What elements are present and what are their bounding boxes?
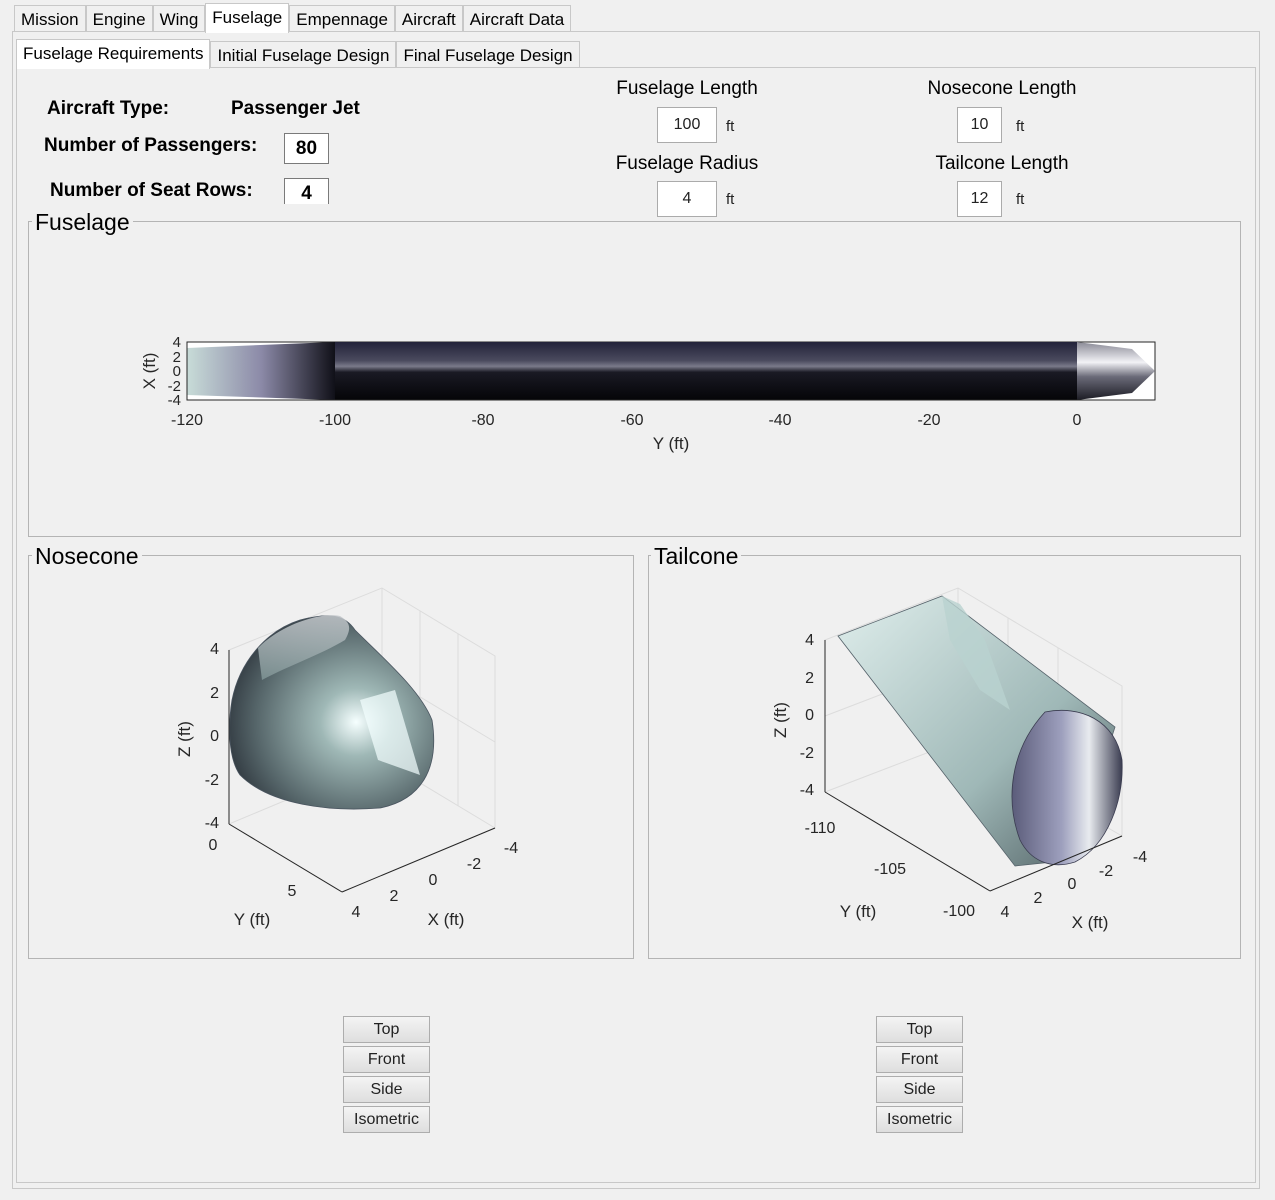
fuselage-length-unit: ft [726, 118, 735, 135]
tab-aircraft[interactable]: Aircraft [394, 5, 463, 31]
fuselage-panel-title: Fuselage [32, 209, 133, 235]
tailcone-length-label: Tailcone Length [935, 153, 1069, 174]
fuselage-radius-unit: ft [726, 191, 735, 208]
fuselage-radius-label: Fuselage Radius [615, 153, 759, 174]
tab-fuselage-requirements[interactable]: Fuselage Requirements [16, 39, 211, 69]
fuselage-panel [28, 221, 1241, 537]
nosecone-length-label: Nosecone Length [927, 78, 1077, 99]
nosecone-isometric-view-button[interactable]: Isometric [343, 1106, 430, 1133]
tab-initial-fuselage-design[interactable]: Initial Fuselage Design [210, 41, 397, 67]
fuselage-length-label: Fuselage Length [616, 78, 758, 99]
tab-aircraft-data[interactable]: Aircraft Data [462, 5, 572, 31]
fuselage-length-input[interactable]: 100 [657, 107, 717, 143]
tailcone-length-input[interactable]: 12 [957, 181, 1002, 217]
seat-rows-label: Number of Seat Rows: [50, 180, 253, 201]
tailcone-isometric-view-button[interactable]: Isometric [876, 1106, 963, 1133]
tailcone-panel [648, 555, 1241, 959]
aircraft-type-value: Passenger Jet [231, 98, 360, 119]
tab-final-fuselage-design[interactable]: Final Fuselage Design [396, 41, 580, 67]
nosecone-top-view-button[interactable]: Top [343, 1016, 430, 1043]
seat-rows-value: 4 [284, 178, 329, 204]
tailcone-side-view-button[interactable]: Side [876, 1076, 963, 1103]
fuselage-radius-input[interactable]: 4 [657, 181, 717, 217]
passengers-label: Number of Passengers: [44, 135, 258, 156]
nosecone-length-input[interactable]: 10 [957, 107, 1002, 143]
main-tab-bar: Mission Engine Wing Fuselage Empennage A… [14, 3, 572, 33]
tailcone-panel-title: Tailcone [651, 543, 742, 569]
tab-wing[interactable]: Wing [152, 5, 206, 31]
nosecone-front-view-button[interactable]: Front [343, 1046, 430, 1073]
tailcone-front-view-button[interactable]: Front [876, 1046, 963, 1073]
aircraft-type-label: Aircraft Type: [47, 98, 170, 119]
sub-tab-bar: Fuselage Requirements Initial Fuselage D… [16, 39, 580, 69]
nosecone-panel [28, 555, 634, 959]
nosecone-length-unit: ft [1016, 118, 1025, 135]
tab-engine[interactable]: Engine [85, 5, 153, 31]
tab-empennage[interactable]: Empennage [289, 5, 395, 31]
nosecone-panel-title: Nosecone [32, 543, 142, 569]
tab-fuselage[interactable]: Fuselage [205, 3, 290, 33]
tailcone-length-unit: ft [1016, 191, 1025, 208]
nosecone-side-view-button[interactable]: Side [343, 1076, 430, 1103]
passengers-value: 80 [284, 133, 329, 164]
tailcone-top-view-button[interactable]: Top [876, 1016, 963, 1043]
tab-mission[interactable]: Mission [14, 5, 86, 31]
